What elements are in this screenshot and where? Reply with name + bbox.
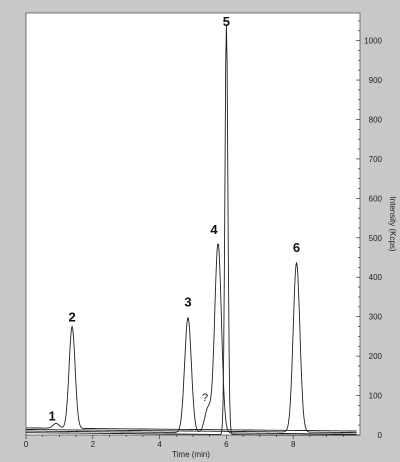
y-tick-label: 600 [369, 194, 383, 203]
y-tick-label: 100 [369, 392, 383, 401]
y-tick-label: 700 [369, 155, 383, 164]
x-axis-title: Time (min) [172, 450, 210, 459]
x-tick-label: 2 [91, 440, 96, 449]
y-tick-label: 400 [369, 273, 383, 282]
peak-label-5: 5 [223, 14, 230, 29]
peak-label-4: 4 [210, 222, 218, 237]
trace-2 [26, 243, 357, 435]
plot-area [25, 12, 361, 436]
peak-label-1: 1 [48, 409, 55, 424]
y-tick-label: 200 [369, 352, 383, 361]
y-tick-label: 1000 [364, 37, 382, 46]
y-tick-label: 900 [369, 76, 383, 85]
y-tick-label: 0 [378, 431, 383, 440]
peak-label-3: 3 [184, 294, 191, 309]
y-tick-label: 800 [369, 115, 383, 124]
peak-label-unknown: ? [202, 392, 208, 404]
y-axis-title: Intensity (Kcps) [388, 196, 397, 251]
x-tick-label: 8 [291, 440, 296, 449]
chromatogram-traces [26, 24, 357, 436]
x-tick-label: 0 [24, 440, 29, 449]
trace-4 [26, 262, 357, 434]
y-tick-label: 500 [369, 234, 383, 243]
y-axis: 0 100 200 300 400 500 600 700 800 900 1000 [356, 20, 383, 440]
x-axis: 0 2 4 6 8 [24, 435, 344, 449]
peak-label-6: 6 [293, 240, 300, 255]
x-tick-label: 4 [157, 440, 162, 449]
y-tick-label: 300 [369, 313, 383, 322]
trace-3 [26, 24, 357, 436]
trace-1 [26, 324, 357, 432]
peak-label-2: 2 [68, 310, 75, 325]
x-tick-label: 6 [224, 440, 229, 449]
peak-labels: 1 2 3? 4 5 6 [48, 14, 300, 424]
